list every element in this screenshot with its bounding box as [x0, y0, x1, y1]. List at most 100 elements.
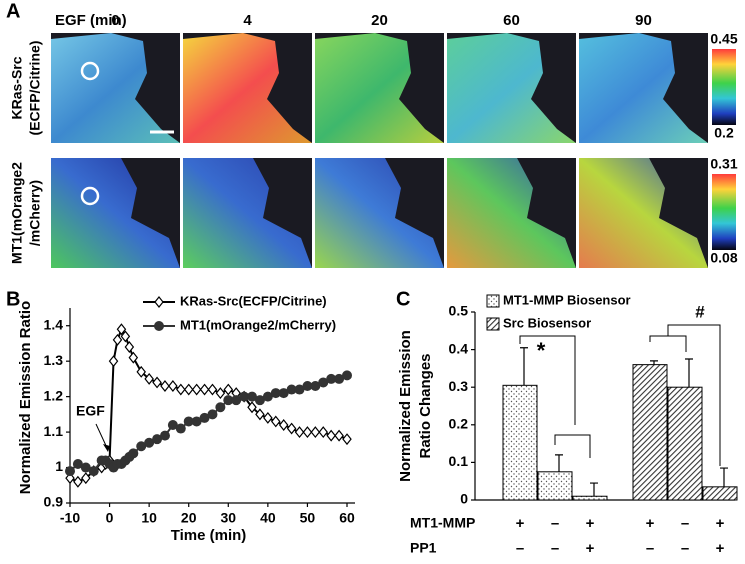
- condition-mark: +: [646, 515, 655, 532]
- time-label: 90: [635, 12, 652, 29]
- x-tick-label: 40: [260, 510, 276, 526]
- marker: [167, 420, 178, 430]
- marker: [81, 472, 91, 485]
- marker: [108, 355, 119, 368]
- y-axis-title: Ratio Changes: [417, 353, 434, 458]
- condition-label: MT1-MMP: [410, 515, 475, 531]
- legend-marker: [154, 321, 164, 331]
- row-label: /mCherry): [27, 180, 43, 246]
- y-tick-label: 0.4: [449, 340, 469, 356]
- annotation: EGF: [76, 403, 105, 419]
- error-bar: [555, 454, 563, 472]
- marker: [199, 383, 210, 396]
- significance-bracket: [649, 335, 687, 352]
- colorbar-min: 0.2: [714, 125, 734, 141]
- colorbar-min: 0.08: [710, 250, 737, 266]
- marker: [318, 426, 329, 439]
- marker: [239, 391, 250, 402]
- marker: [191, 383, 202, 396]
- significance-mark: *: [537, 338, 546, 363]
- condition-mark: –: [551, 540, 559, 557]
- colorbar-max: 0.31: [710, 156, 737, 172]
- marker: [302, 426, 313, 439]
- panel-b: B 0.9 1 1.1 1.2 1.3 1.4 -10 0 10 20 30 40 50 60 Time (m…: [6, 288, 355, 544]
- condition-mark: –: [551, 515, 559, 532]
- time-label: 20: [371, 12, 388, 29]
- y-tick-label: 0: [460, 491, 468, 507]
- marker: [318, 377, 329, 388]
- y-tick-label: 1: [55, 458, 63, 474]
- panel-label: C: [396, 288, 410, 310]
- marker: [124, 341, 135, 353]
- marker: [326, 429, 336, 442]
- panel-label: A: [6, 0, 20, 22]
- colorbar: [712, 174, 736, 250]
- marker: [270, 388, 281, 399]
- legend-swatch: [486, 317, 500, 331]
- marker: [168, 380, 178, 392]
- marker: [116, 323, 127, 336]
- annotation-arrowhead: [103, 444, 110, 452]
- x-tick-label: -10: [60, 510, 80, 526]
- colorbar: [712, 49, 736, 125]
- x-tick-label: 10: [141, 510, 157, 526]
- significance-mark: #: [695, 302, 705, 321]
- marker: [183, 416, 194, 427]
- marker: [294, 384, 305, 395]
- marker: [144, 372, 154, 385]
- marker: [263, 411, 273, 424]
- marker: [144, 437, 155, 448]
- marker: [278, 419, 289, 431]
- marker: [255, 408, 265, 421]
- row-label: MT1(mOrange2: [9, 162, 25, 264]
- time-axis-label: EGF (min): [55, 12, 127, 29]
- condition-mark: –: [681, 515, 689, 532]
- row-label: (ECFP/Citrine): [27, 41, 43, 136]
- legend-label: MT1-MMP Biosensor: [503, 292, 631, 307]
- marker: [159, 430, 170, 441]
- marker: [334, 429, 344, 442]
- marker: [310, 426, 321, 439]
- condition-mark: +: [716, 515, 725, 532]
- panel-label: B: [6, 288, 20, 310]
- y-tick-label: 0.5: [449, 303, 469, 319]
- marker: [88, 466, 99, 477]
- error-bar: [720, 467, 728, 487]
- marker: [72, 459, 83, 469]
- marker: [120, 330, 131, 343]
- marker: [262, 391, 273, 402]
- bar: [502, 384, 538, 501]
- significance-bracket: [519, 335, 576, 425]
- error-bar: [520, 347, 528, 386]
- y-tick-label: 1.1: [44, 423, 64, 439]
- cell-image: [447, 158, 576, 268]
- legend-label: KRas-Src(ECFP/Citrine): [180, 293, 327, 308]
- marker: [254, 395, 265, 406]
- cell-image: [183, 158, 312, 268]
- error-bar: [685, 358, 693, 388]
- time-label: 0: [111, 12, 119, 29]
- marker: [310, 381, 321, 391]
- condition-mark: +: [586, 515, 595, 532]
- condition-mark: –: [646, 540, 654, 557]
- condition-mark: –: [681, 540, 689, 557]
- condition-mark: +: [516, 515, 525, 532]
- bar: [572, 495, 608, 501]
- cell-image: [579, 158, 708, 268]
- x-tick-label: 0: [106, 510, 114, 526]
- marker: [183, 383, 194, 396]
- marker: [294, 426, 305, 439]
- marker: [231, 395, 242, 406]
- marker: [215, 402, 226, 413]
- marker: [342, 433, 352, 446]
- marker: [65, 472, 75, 485]
- marker: [160, 380, 170, 392]
- x-tick-label: 50: [300, 510, 316, 526]
- roi-marker: [80, 61, 100, 81]
- y-axis-title: Normalized Emission: [397, 330, 414, 482]
- x-tick-label: 30: [220, 510, 236, 526]
- bar: [667, 386, 703, 501]
- marker: [334, 373, 345, 384]
- significance-bracket: [554, 434, 591, 458]
- marker: [247, 401, 257, 414]
